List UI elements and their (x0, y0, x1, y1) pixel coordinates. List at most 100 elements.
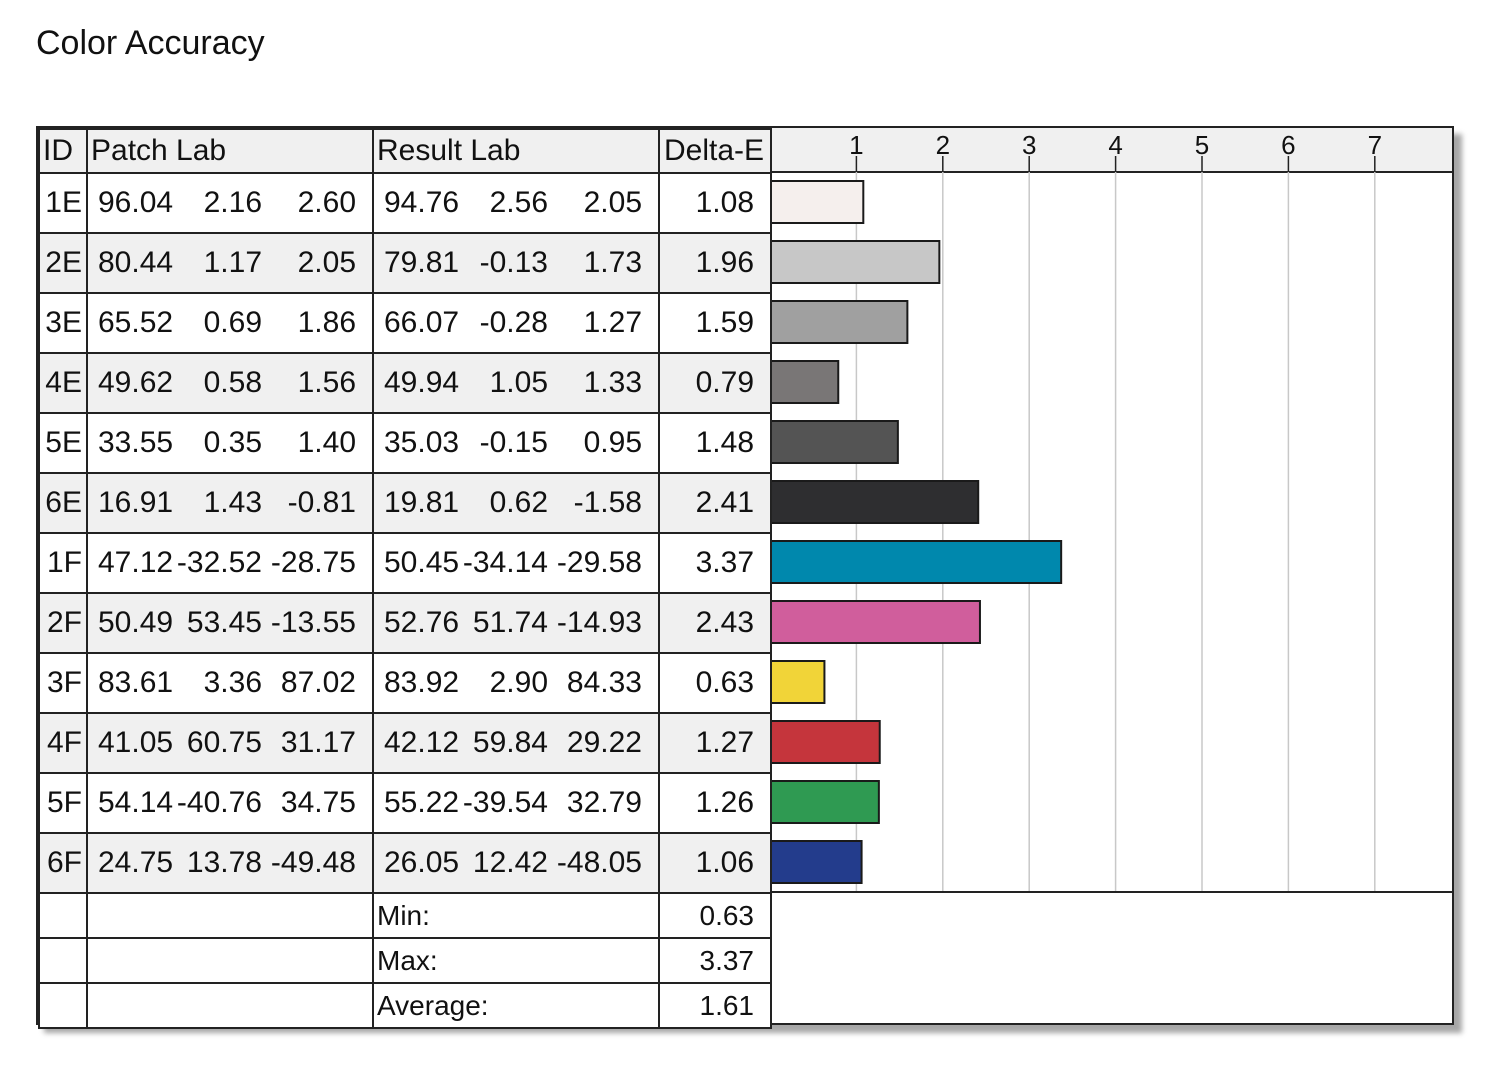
table-row: 4F 41.05 60.75 31.17 42.12 59.84 29.22 1.27 (38, 712, 772, 774)
result-lab-cell: 19.81 0.62 -1.58 (372, 472, 660, 534)
result-lab-value: 2.90 (489, 666, 548, 699)
table-row: 4E 49.62 0.58 1.56 49.94 1.05 1.33 0.79 (38, 352, 772, 414)
empty-cell (38, 937, 88, 984)
delta-e-bar (769, 600, 981, 644)
patch-id-cell: 5E (38, 412, 88, 474)
patch-lab-value: 49.62 (98, 366, 174, 399)
patch-lab-cell: 33.55 0.35 1.40 (86, 412, 374, 474)
result-lab-value: 1.27 (583, 306, 642, 339)
stat-label: Average: (372, 982, 660, 1029)
result-lab-cell: 52.76 51.74 -14.93 (372, 592, 660, 654)
delta-e-cell: 1.08 (658, 172, 772, 234)
delta-e-bar (769, 720, 881, 764)
patch-lab-value: 47.12 (98, 546, 174, 579)
patch-lab-value: 34.75 (280, 786, 356, 819)
patch-id-cell: 2E (38, 232, 88, 294)
result-lab-value: 1.73 (583, 246, 642, 279)
delta-e-bar (769, 420, 899, 464)
patch-lab-value: 3.36 (203, 666, 262, 699)
delta-e-cell: 1.59 (658, 292, 772, 354)
patch-lab-value: 83.61 (98, 666, 174, 699)
result-lab-value: 0.62 (489, 486, 548, 519)
result-lab-value: 35.03 (384, 426, 460, 459)
patch-id-cell: 5F (38, 772, 88, 834)
result-lab-value: 1.05 (489, 366, 548, 399)
patch-id-cell: 3F (38, 652, 88, 714)
empty-cell (86, 892, 374, 939)
delta-e-bar (769, 240, 941, 284)
patch-lab-value: 0.58 (203, 366, 262, 399)
stat-row: Min: 0.63 (38, 892, 772, 939)
patch-lab-cell: 50.49 53.45 -13.55 (86, 592, 374, 654)
patch-lab-cell: 24.75 13.78 -49.48 (86, 832, 374, 894)
patch-lab-value: 2.16 (203, 186, 262, 219)
header-id: ID (38, 128, 88, 174)
result-lab-cell: 66.07 -0.28 1.27 (372, 292, 660, 354)
stat-value: 3.37 (658, 937, 772, 984)
delta-e-cell: 0.79 (658, 352, 772, 414)
table-row: 3F 83.61 3.36 87.02 83.92 2.90 84.33 0.63 (38, 652, 772, 714)
patch-lab-value: 60.75 (186, 726, 262, 759)
delta-e-cell: 1.26 (658, 772, 772, 834)
table-row: 2F 50.49 53.45 -13.55 52.76 51.74 -14.93 2.43 (38, 592, 772, 654)
patch-lab-cell: 54.14 -40.76 34.75 (86, 772, 374, 834)
result-lab-value: 50.45 (384, 546, 460, 579)
patch-lab-cell: 16.91 1.43 -0.81 (86, 472, 374, 534)
delta-e-bar (769, 180, 865, 224)
patch-id-cell: 1F (38, 532, 88, 594)
result-lab-value: -34.14 (462, 546, 548, 579)
patch-lab-value: 2.60 (297, 186, 356, 219)
page-title: Color Accuracy (36, 24, 265, 62)
delta-e-cell: 2.41 (658, 472, 772, 534)
result-lab-value: 59.84 (472, 726, 548, 759)
patch-lab-value: 53.45 (186, 606, 262, 639)
table-header-row: ID Patch Lab Result Lab Delta-E (38, 128, 772, 174)
result-lab-value: -29.58 (556, 546, 642, 579)
result-lab-value: -14.93 (556, 606, 642, 639)
x-tick-label: 7 (1368, 130, 1382, 160)
result-lab-value: 0.95 (583, 426, 642, 459)
stat-row: Max: 3.37 (38, 937, 772, 984)
result-lab-cell: 50.45 -34.14 -29.58 (372, 532, 660, 594)
table-row: 2E 80.44 1.17 2.05 79.81 -0.13 1.73 1.96 (38, 232, 772, 294)
result-lab-value: -1.58 (573, 486, 642, 519)
result-lab-cell: 49.94 1.05 1.33 (372, 352, 660, 414)
patch-id-cell: 2F (38, 592, 88, 654)
delta-e-cell: 1.48 (658, 412, 772, 474)
delta-e-bar (769, 300, 909, 344)
result-lab-value: 32.79 (566, 786, 642, 819)
result-lab-value: 52.76 (384, 606, 460, 639)
result-lab-value: 29.22 (566, 726, 642, 759)
result-lab-value: 84.33 (566, 666, 642, 699)
patch-lab-value: -28.75 (270, 546, 356, 579)
header-delta-e: Delta-E (658, 128, 772, 174)
table-row: 5E 33.55 0.35 1.40 35.03 -0.15 0.95 1.48 (38, 412, 772, 474)
patch-lab-value: 24.75 (98, 846, 174, 879)
header-result-lab: Result Lab (372, 128, 660, 174)
stat-row: Average: 1.61 (38, 982, 772, 1029)
table-row: 6E 16.91 1.43 -0.81 19.81 0.62 -1.58 2.41 (38, 472, 772, 534)
patch-lab-value: 0.35 (203, 426, 262, 459)
result-lab-value: 42.12 (384, 726, 460, 759)
result-lab-value: -48.05 (556, 846, 642, 879)
result-lab-value: -0.15 (479, 426, 548, 459)
result-lab-value: 94.76 (384, 186, 460, 219)
empty-cell (86, 982, 374, 1029)
result-lab-value: 2.05 (583, 186, 642, 219)
result-lab-cell: 42.12 59.84 29.22 (372, 712, 660, 774)
table-row: 1E 96.04 2.16 2.60 94.76 2.56 2.05 1.08 (38, 172, 772, 234)
result-lab-value: 1.33 (583, 366, 642, 399)
patch-lab-value: 0.69 (203, 306, 262, 339)
patch-lab-value: 1.86 (297, 306, 356, 339)
result-lab-cell: 79.81 -0.13 1.73 (372, 232, 660, 294)
stat-label: Min: (372, 892, 660, 939)
x-tick-label: 4 (1108, 130, 1122, 160)
patch-id-cell: 1E (38, 172, 88, 234)
delta-e-bar (769, 840, 863, 884)
patch-lab-value: -13.55 (270, 606, 356, 639)
patch-lab-cell: 49.62 0.58 1.56 (86, 352, 374, 414)
empty-cell (38, 892, 88, 939)
result-lab-value: 66.07 (384, 306, 460, 339)
patch-lab-value: 96.04 (98, 186, 174, 219)
table-row: 6F 24.75 13.78 -49.48 26.05 12.42 -48.05 1.06 (38, 832, 772, 894)
